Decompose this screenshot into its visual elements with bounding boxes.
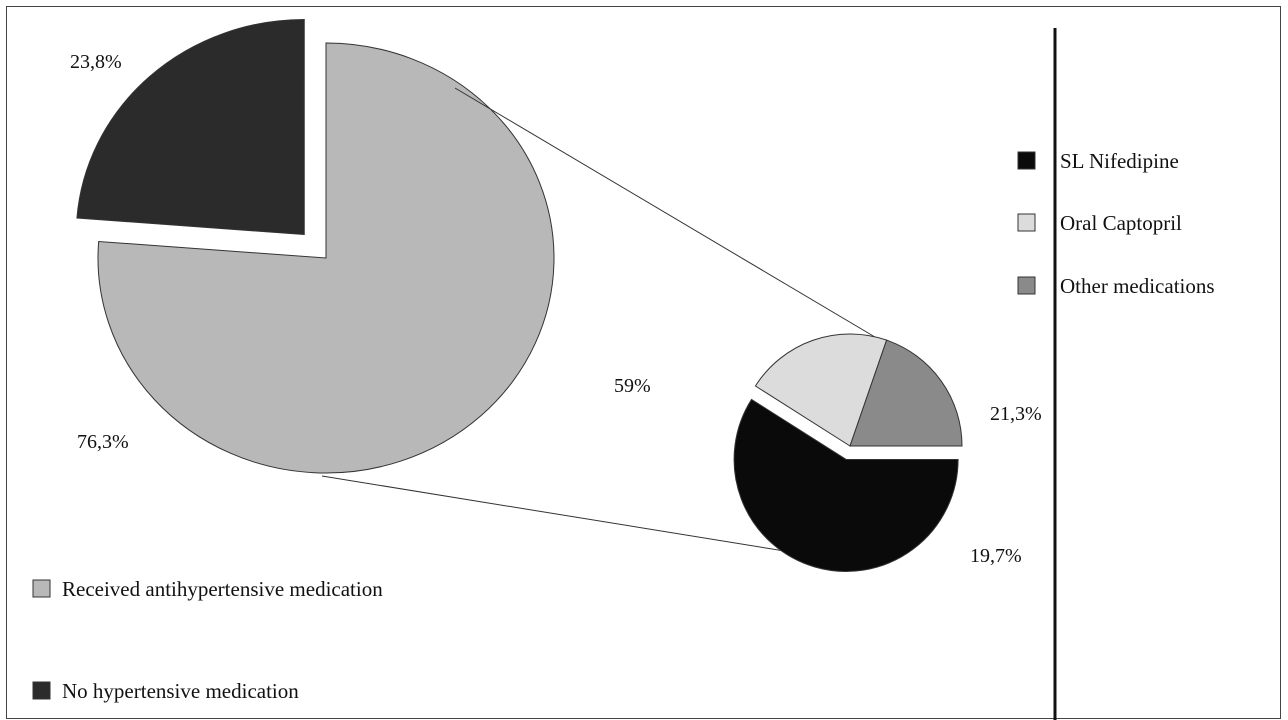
legend-label-no-medication: No hypertensive medication xyxy=(62,679,299,703)
legend-label-nifedipine: SL Nifedipine xyxy=(1060,149,1179,173)
data-label-nifedipine: 59% xyxy=(614,375,651,397)
legend-swatch-captopril xyxy=(1017,213,1036,232)
legend-main: Received antihypertensive medication No … xyxy=(32,577,383,703)
main-pie xyxy=(76,19,555,474)
data-label-received: 76,3% xyxy=(77,431,129,453)
legend-label-other: Other medications xyxy=(1060,274,1215,298)
legend-swatch-no-medication xyxy=(32,681,51,700)
pie-slice-received xyxy=(97,42,555,474)
data-label-other: 19,7% xyxy=(970,545,1022,567)
connector-line-top xyxy=(454,87,881,341)
legend-label-received: Received antihypertensive medication xyxy=(62,577,383,601)
connector-line-bottom xyxy=(321,475,841,561)
legend-detail: SL Nifedipine Oral Captopril Other medic… xyxy=(1017,149,1215,298)
data-label-captopril: 21,3% xyxy=(990,403,1042,425)
detail-pie xyxy=(733,333,963,572)
data-label-no-medication: 23,8% xyxy=(70,51,122,73)
pie-slice-other xyxy=(849,339,963,447)
legend-swatch-nifedipine xyxy=(1017,151,1036,170)
pie-slice-captopril xyxy=(754,333,888,447)
connector-lines xyxy=(321,87,881,561)
legend-swatch-received xyxy=(32,579,51,598)
legend-swatch-other xyxy=(1017,276,1036,295)
pie-slice-nifedipine xyxy=(733,398,959,572)
legend-label-captopril: Oral Captopril xyxy=(1060,211,1182,235)
pie-slice-no-medication xyxy=(76,19,305,236)
